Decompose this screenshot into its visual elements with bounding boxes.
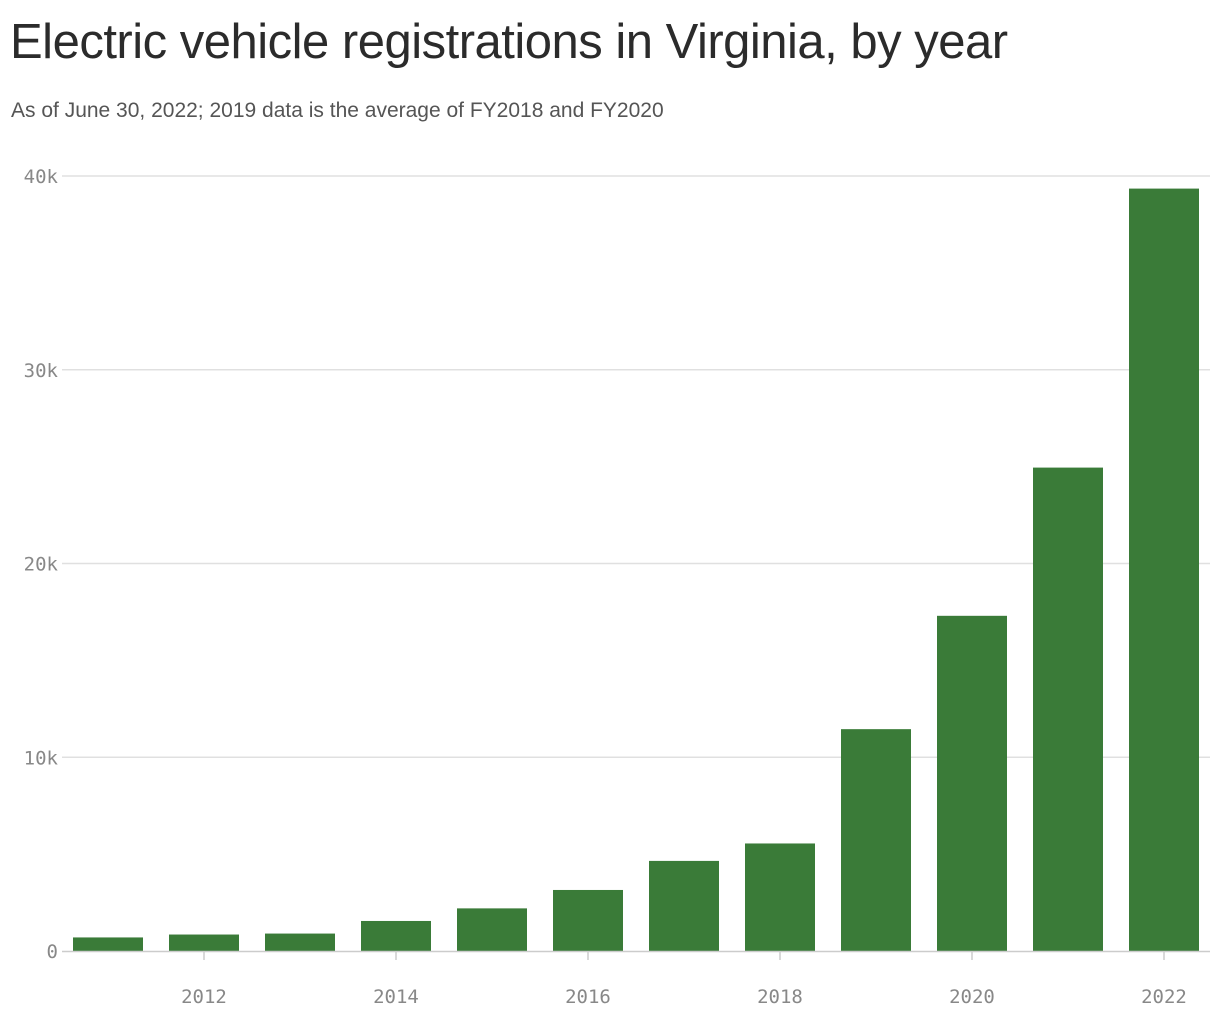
gridlines [62, 175, 1210, 758]
x-tick-label: 2022 [1141, 986, 1187, 1008]
x-tick-label: 2016 [565, 986, 611, 1008]
x-axis-ticks: 2012 2014 2016 2018 2020 2022 [181, 952, 1187, 1008]
bar-2015 [457, 908, 527, 951]
y-tick-label: 0 [47, 941, 58, 963]
x-tick-label: 2020 [949, 986, 995, 1008]
y-tick-label: 30k [24, 360, 59, 382]
bar-2016 [553, 889, 623, 951]
chart-subtitle: As of June 30, 2022; 2019 data is the av… [11, 99, 664, 122]
bar-2013 [265, 933, 335, 951]
bar-2018 [745, 843, 815, 951]
bar-2014 [361, 920, 431, 951]
bar-2017 [649, 860, 719, 951]
y-tick-label: 20k [24, 554, 59, 576]
bar-2021 [1033, 467, 1103, 951]
y-axis-ticks: 0 10k 20k 30k 40k [24, 166, 59, 963]
y-tick-label: 10k [24, 747, 59, 769]
x-tick-label: 2014 [373, 986, 419, 1008]
bar-2011 [73, 937, 143, 951]
chart-title: Electric vehicle registrations in Virgin… [10, 15, 1008, 69]
x-tick-label: 2018 [757, 986, 803, 1008]
bars [73, 188, 1199, 951]
bar-2020 [937, 615, 1007, 951]
y-tick-label: 40k [24, 166, 59, 188]
bar-2019 [841, 729, 911, 951]
bar-2022 [1129, 188, 1199, 951]
x-tick-label: 2012 [181, 986, 227, 1008]
bar-2012 [169, 934, 239, 951]
